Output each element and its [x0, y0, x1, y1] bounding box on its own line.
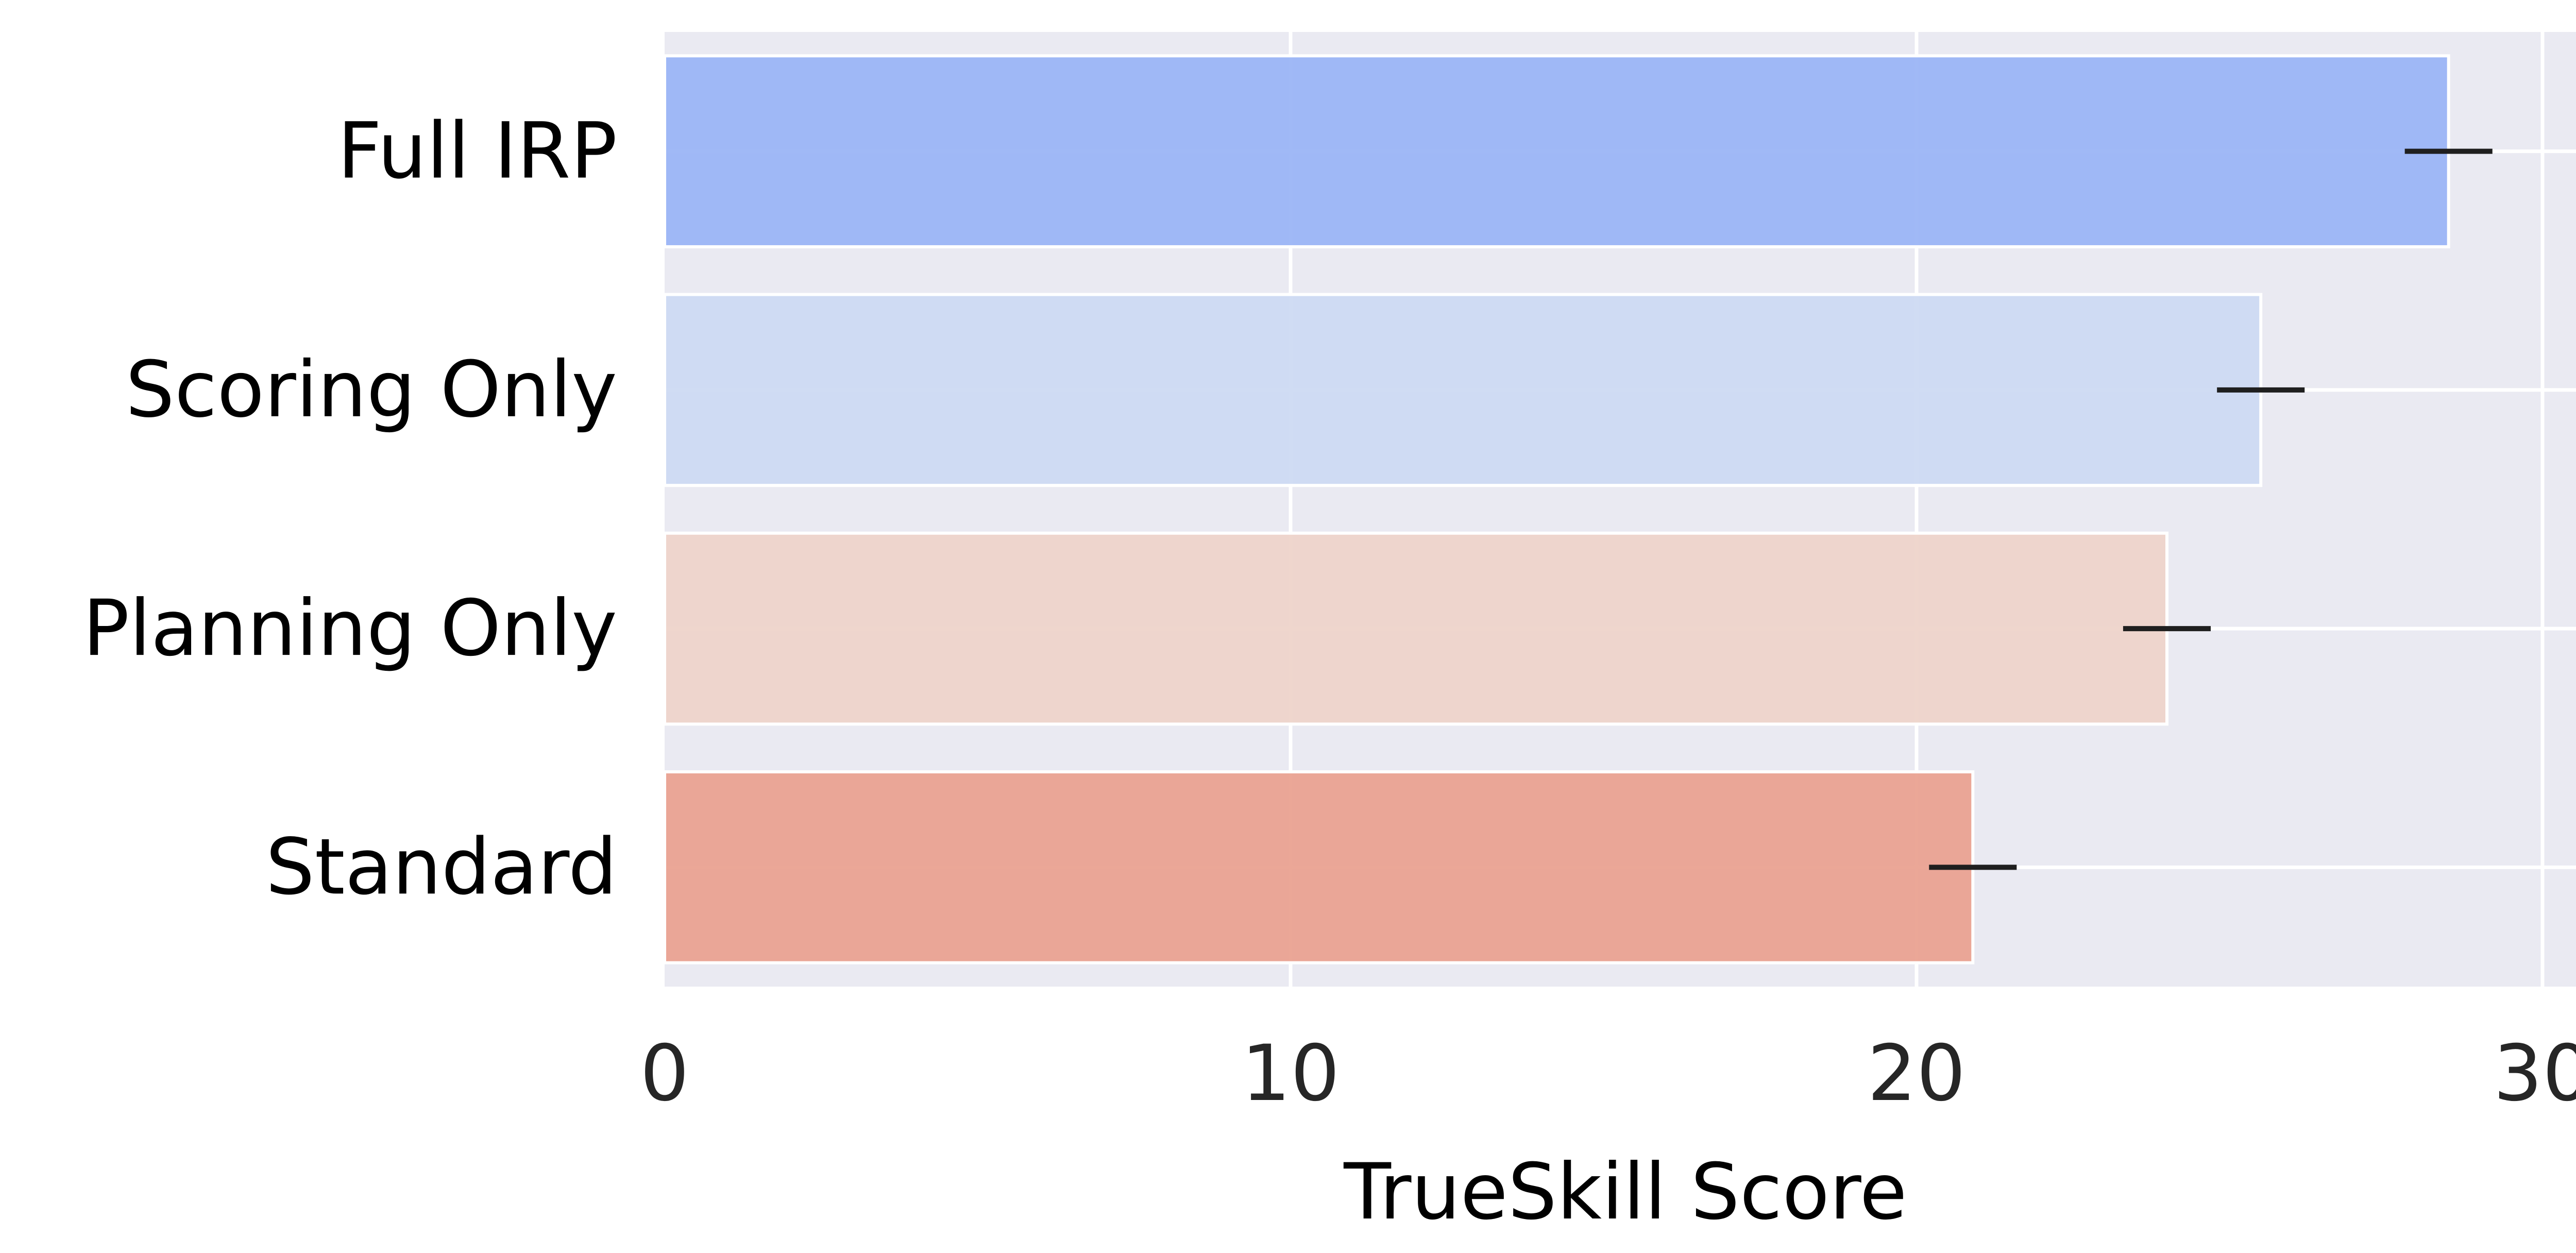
category-label: Planning Only: [83, 584, 617, 673]
x-tick-label: 30: [2494, 1029, 2576, 1119]
bar: [663, 531, 2168, 726]
category-label: Scoring Only: [126, 345, 617, 435]
x-tick-label: 10: [1242, 1029, 1340, 1119]
x-tick-label: 20: [1868, 1029, 1966, 1119]
x-tick-label: 0: [640, 1029, 689, 1119]
x-tick-labels: 0 10 20 30: [640, 1029, 2576, 1119]
bars: [663, 54, 2450, 964]
category-label: Standard: [266, 822, 617, 912]
bar: [663, 293, 2263, 487]
x-axis-title: TrueSkill Score: [1343, 1147, 1907, 1237]
category-labels: Full IRP Scoring Only Planning Only Standar…: [83, 107, 617, 912]
bar: [663, 770, 1975, 964]
category-label: Full IRP: [337, 107, 617, 196]
bar: [663, 54, 2450, 248]
error-bars: [1929, 148, 2493, 870]
